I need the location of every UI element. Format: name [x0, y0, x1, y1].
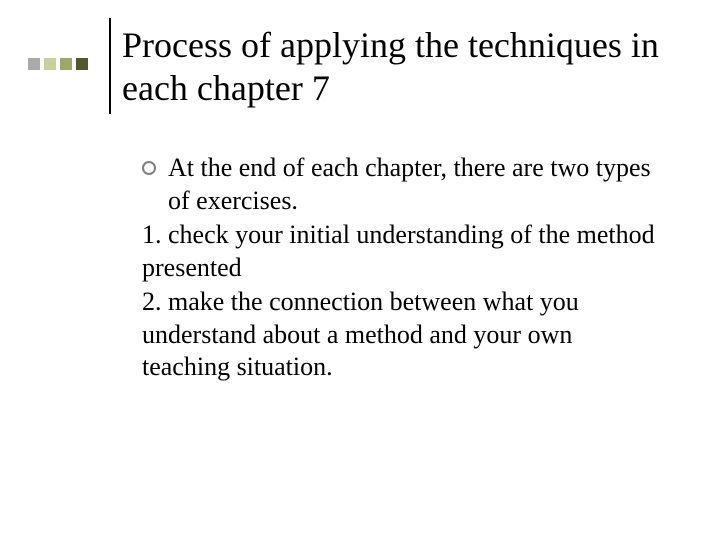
decor-square-2: [44, 58, 56, 70]
bullet-marker-icon: [142, 161, 156, 175]
slide-body: At the end of each chapter, there are tw…: [142, 152, 662, 384]
decor-square-1: [28, 58, 40, 70]
decor-square-3: [60, 58, 72, 70]
numbered-item-1: 1. check your initial understanding of t…: [142, 219, 662, 284]
slide-title: Process of applying the techniques in ea…: [122, 24, 682, 110]
decor-squares: [28, 58, 88, 70]
bullet-text: At the end of each chapter, there are tw…: [168, 152, 662, 217]
slide: Process of applying the techniques in ea…: [0, 0, 720, 540]
bullet-item: At the end of each chapter, there are tw…: [142, 152, 662, 217]
numbered-item-2: 2. make the connection between what you …: [142, 286, 662, 384]
decor-square-4: [76, 58, 88, 70]
title-divider: [109, 18, 111, 114]
